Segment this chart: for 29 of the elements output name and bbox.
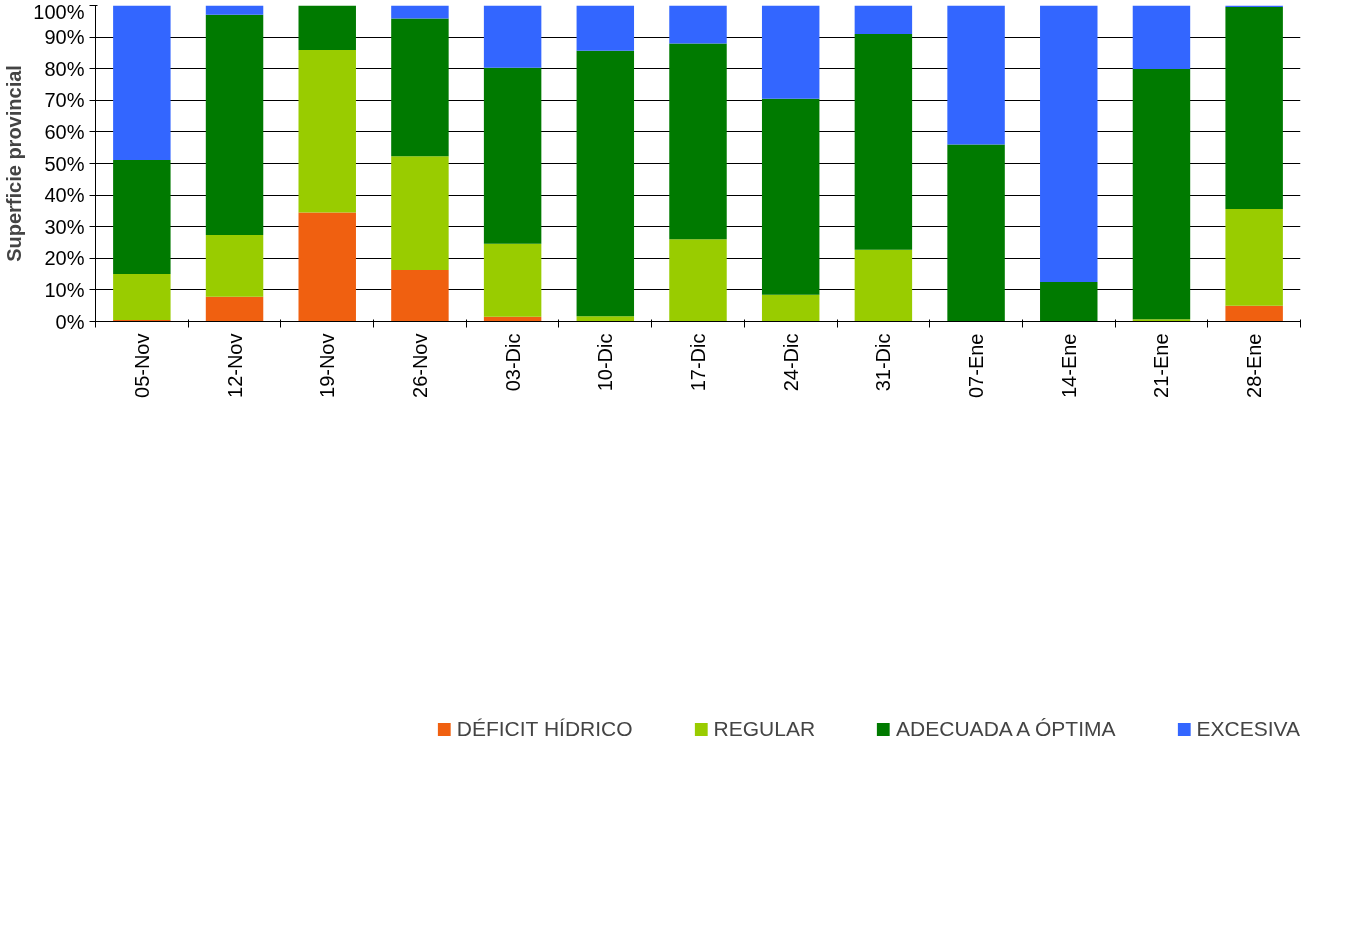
y-tick-label: 80% <box>44 57 85 80</box>
y-tick-label: 40% <box>44 184 85 207</box>
x-tick-label: 10-Dic <box>594 333 617 392</box>
x-tick-label: 14-Ene <box>1057 333 1080 398</box>
legend-label: REGULAR <box>713 717 816 742</box>
x-tick-label: 24-Dic <box>779 333 802 392</box>
x-tick-label: 07-Ene <box>965 333 988 398</box>
y-tick-label: 0% <box>55 310 85 333</box>
y-axis-title: Superficie provincial <box>3 65 26 262</box>
x-tick-label: 05-Nov <box>130 333 153 398</box>
x-tick-label: 17-Dic <box>687 333 709 392</box>
x-tick-label: 03-Dic <box>501 333 524 392</box>
x-tick-label: 21-Ene <box>1150 333 1173 398</box>
legend-label: ADECUADA A ÓPTIMA <box>896 717 1116 742</box>
legend-label: EXCESIVA <box>1196 717 1300 742</box>
legend-label: DÉFICIT HÍDRICO <box>456 717 633 742</box>
y-tick-label: 50% <box>44 152 85 175</box>
x-tick-label: 26-Nov <box>408 333 431 398</box>
x-tick-label: 19-Nov <box>316 333 339 398</box>
x-tick-label: 12-Nov <box>223 333 246 398</box>
y-tick-label: 60% <box>44 120 85 143</box>
x-tick-label: 31-Dic <box>872 333 895 392</box>
y-tick-label: 70% <box>44 89 85 112</box>
y-tick-label: 90% <box>44 26 85 49</box>
x-tick-label: 28-Ene <box>1243 333 1266 398</box>
y-tick-label: 100% <box>33 0 85 23</box>
y-tick-label: 20% <box>44 247 85 270</box>
y-tick-label: 10% <box>44 278 85 301</box>
y-tick-label: 30% <box>44 215 85 238</box>
